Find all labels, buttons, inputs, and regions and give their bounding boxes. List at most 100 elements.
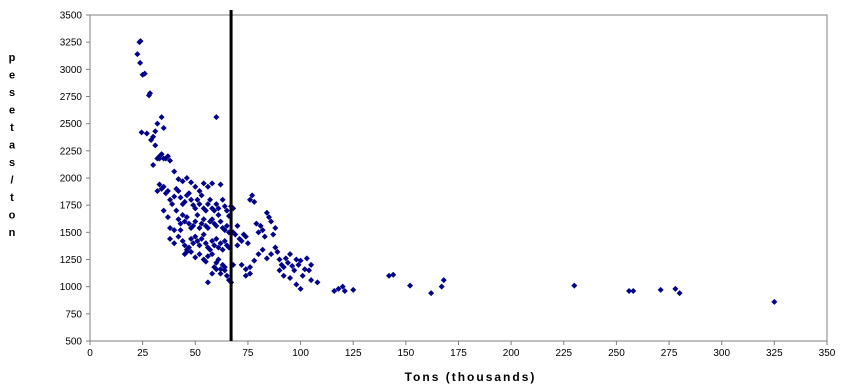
data-point <box>259 246 266 253</box>
data-point <box>265 214 272 221</box>
y-axis-label-char: t <box>10 192 14 204</box>
data-point <box>177 227 184 234</box>
data-point <box>181 198 188 205</box>
data-point <box>164 214 171 221</box>
data-point <box>217 266 224 273</box>
data-point <box>158 151 165 158</box>
data-point <box>255 229 262 236</box>
data-point <box>177 220 184 227</box>
data-point <box>192 254 199 261</box>
data-point <box>657 286 664 293</box>
data-point <box>209 180 216 187</box>
data-point <box>181 242 188 249</box>
data-point <box>314 279 321 286</box>
data-point <box>167 235 174 242</box>
data-point <box>289 263 296 270</box>
data-point <box>272 224 279 231</box>
data-point <box>198 192 205 199</box>
data-point <box>331 288 338 295</box>
data-point <box>167 196 174 203</box>
data-point <box>204 201 211 208</box>
data-point <box>167 157 174 164</box>
y-axis-label-char: t <box>10 122 14 134</box>
y-tick-label: 1250 <box>60 255 83 266</box>
data-point <box>171 240 178 247</box>
data-point <box>138 129 145 136</box>
data-point <box>192 205 199 212</box>
data-point <box>211 242 218 249</box>
data-point <box>291 267 298 274</box>
data-point <box>183 246 190 253</box>
data-point <box>169 201 176 208</box>
data-point <box>204 253 211 260</box>
data-point <box>204 183 211 190</box>
data-point <box>192 233 199 240</box>
data-point <box>196 242 203 249</box>
y-axis-label-char: / <box>10 175 13 187</box>
data-point <box>164 188 171 195</box>
data-point <box>672 285 679 292</box>
y-tick-label: 1750 <box>60 201 83 212</box>
y-tick-label: 1000 <box>60 282 83 293</box>
x-tick-label: 225 <box>555 348 572 359</box>
data-point <box>221 264 228 271</box>
data-point <box>268 251 275 258</box>
data-point <box>207 196 214 203</box>
data-point <box>179 238 186 245</box>
data-point <box>215 205 222 212</box>
data-point <box>160 207 167 214</box>
data-point <box>221 203 228 210</box>
data-point <box>293 256 300 263</box>
data-point <box>147 90 154 97</box>
data-point <box>200 231 207 238</box>
data-point <box>154 188 161 195</box>
data-point <box>141 70 148 77</box>
data-point <box>630 288 637 295</box>
data-point <box>202 240 209 247</box>
data-point <box>190 222 197 229</box>
data-point <box>293 281 300 288</box>
data-point <box>167 224 174 231</box>
data-point <box>571 282 578 289</box>
y-tick-label: 2750 <box>60 92 83 103</box>
data-point <box>156 181 163 188</box>
data-point <box>255 251 262 258</box>
data-point <box>261 233 268 240</box>
data-point <box>209 238 216 245</box>
data-point <box>299 272 306 279</box>
y-axis-label-char: o <box>9 210 16 222</box>
data-point <box>188 235 195 242</box>
data-point <box>181 218 188 225</box>
data-point <box>213 201 220 208</box>
y-tick-label: 3500 <box>60 11 83 22</box>
data-point <box>179 211 186 218</box>
x-tick-label: 175 <box>450 348 467 359</box>
data-point <box>190 240 197 247</box>
data-point <box>219 246 226 253</box>
data-point <box>282 255 289 262</box>
data-point <box>272 244 279 251</box>
data-point <box>202 258 209 265</box>
data-point <box>428 290 435 297</box>
data-point <box>305 267 312 274</box>
data-point <box>200 180 207 187</box>
data-point <box>188 179 195 186</box>
data-point <box>238 261 245 268</box>
data-point <box>194 211 201 218</box>
data-point <box>217 240 224 247</box>
data-point <box>185 190 192 197</box>
data-point <box>223 222 230 229</box>
data-point <box>297 257 304 264</box>
x-tick-label: 250 <box>608 348 625 359</box>
data-point <box>175 176 182 183</box>
x-tick-label: 75 <box>242 348 254 359</box>
data-point <box>284 259 291 266</box>
data-point <box>217 270 224 277</box>
data-point <box>175 216 182 223</box>
data-point <box>253 220 260 227</box>
data-point <box>247 196 254 203</box>
x-tick-label: 325 <box>766 348 783 359</box>
data-point <box>244 240 251 247</box>
data-point <box>213 114 220 121</box>
data-point <box>247 264 254 271</box>
